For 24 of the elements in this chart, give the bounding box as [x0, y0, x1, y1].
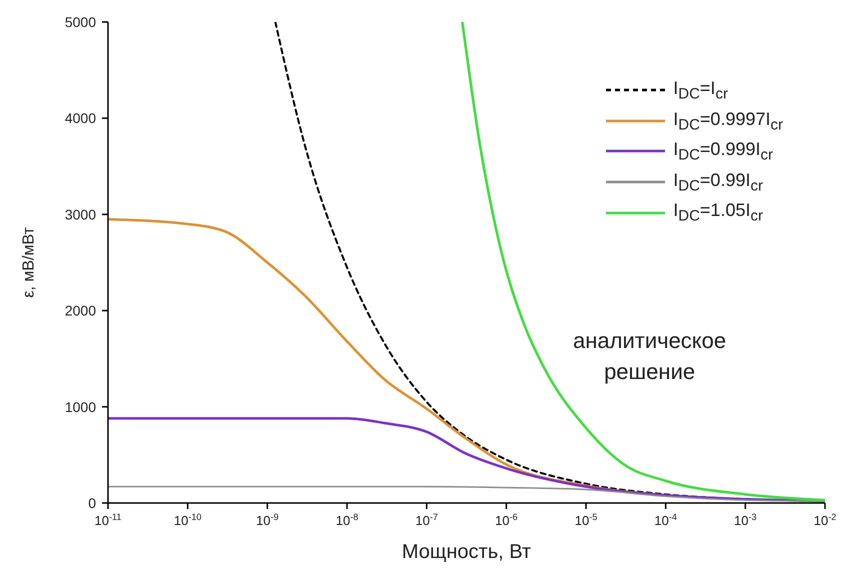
- y-tick-label: 3000: [64, 206, 96, 222]
- x-tick-label: 10$^{-3}$: [734, 512, 757, 528]
- legend-label: I$_{DC}$=0.9997I$_{cr}$: [673, 108, 783, 134]
- legend-label: I$_{DC}$=1.05I$_{cr}$: [673, 200, 763, 225]
- x-tick-label: 10$^{-6}$: [495, 512, 518, 528]
- legend-label: I$_{DC}$=0.999I$_{cr}$: [673, 139, 773, 164]
- x-tick-label: 10$^{-7}$: [415, 512, 438, 528]
- legend-label: I$_{DC}$=0.99I$_{cr}$: [673, 170, 763, 194]
- annotation: аналитическое решение: [573, 327, 726, 386]
- y-tick-label: 1000: [64, 398, 96, 415]
- legend-label: I$_{DC}$=I$_{cr}$: [673, 78, 728, 103]
- x-tick-label: 10$^{-9}$: [256, 512, 279, 528]
- y-tick-label: 5000: [64, 14, 96, 30]
- x-axis-title: Мощность, Вт: [402, 541, 532, 563]
- x-tick-label: 10$^{-10}$: [174, 512, 202, 528]
- y-axis-title: ε, мВ/мВт: [20, 226, 38, 298]
- x-tick-label: 10$^{-5}$: [574, 512, 598, 528]
- x-tick-label: 10$^{-11}$: [94, 512, 122, 528]
- y-tick-label: 4000: [64, 110, 96, 126]
- x-tick-label: 10$^{-2}$: [814, 512, 836, 528]
- y-tick-label: 0: [88, 495, 96, 511]
- y-tick-label: 2000: [64, 302, 96, 319]
- x-tick-label: 10$^{-8}$: [336, 512, 358, 528]
- x-tick-label: 10$^{-4}$: [654, 512, 677, 528]
